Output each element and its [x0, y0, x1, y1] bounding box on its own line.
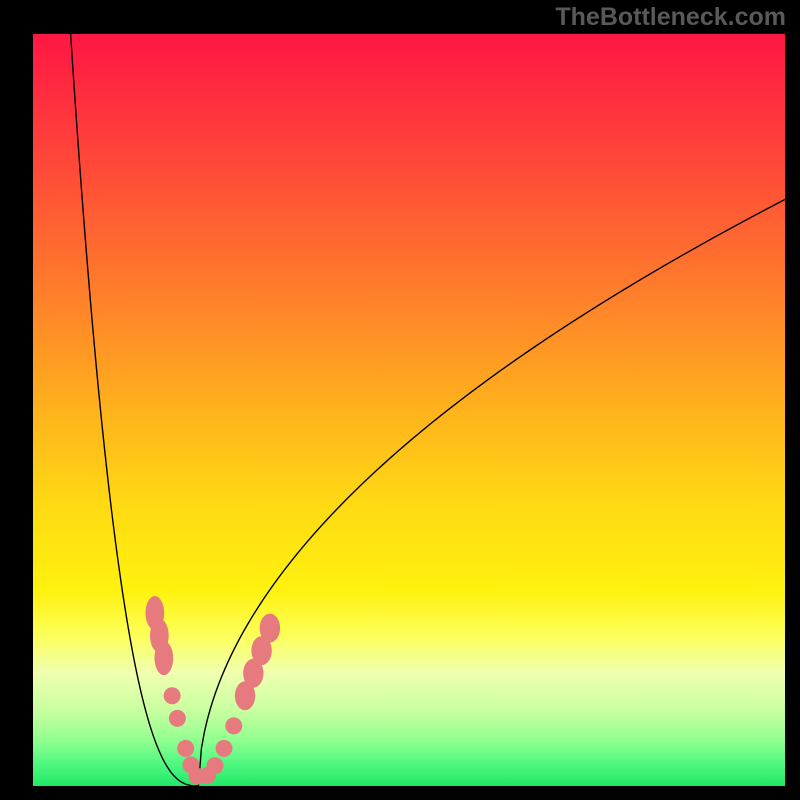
- marker-dot: [164, 687, 181, 704]
- marker-dot: [216, 740, 233, 757]
- marker-dot: [177, 740, 194, 757]
- marker-dot: [206, 757, 223, 774]
- marker-dot: [154, 641, 173, 675]
- gradient-background: [33, 34, 785, 786]
- marker-dot: [225, 717, 242, 734]
- marker-dot: [169, 710, 186, 727]
- marker-dot: [260, 614, 280, 643]
- watermark-text: TheBottleneck.com: [555, 3, 786, 32]
- bottleneck-chart: [33, 34, 785, 786]
- chart-container: TheBottleneck.com: [0, 0, 800, 800]
